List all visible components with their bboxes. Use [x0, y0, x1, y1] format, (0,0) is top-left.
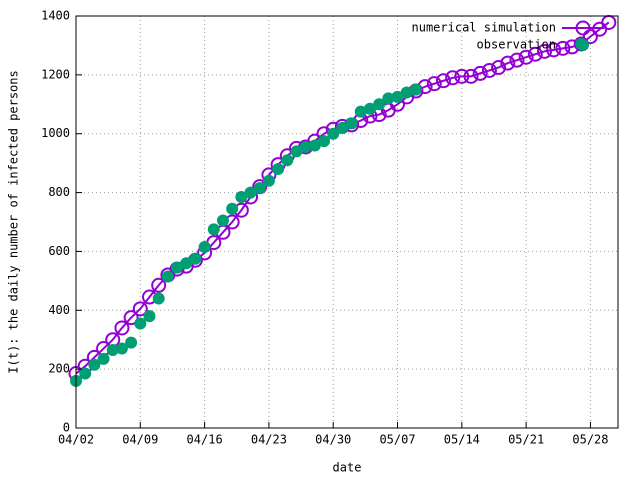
legend-marker [577, 39, 589, 51]
data-point [445, 70, 461, 86]
x-tick-label: 04/30 [315, 433, 351, 447]
data-point [106, 344, 119, 357]
data-point [125, 336, 138, 349]
x-tick-label: 05/07 [379, 433, 415, 447]
x-tick-label: 04/02 [58, 433, 94, 447]
data-point [180, 257, 193, 270]
data-point [151, 277, 167, 293]
data-point [555, 40, 571, 56]
x-tick-label: 04/09 [122, 433, 158, 447]
data-point [88, 358, 101, 371]
y-tick-label: 1000 [41, 126, 70, 140]
data-point [435, 73, 451, 89]
data-point [363, 102, 376, 115]
data-point [463, 68, 479, 84]
y-tick-label: 1200 [41, 67, 70, 81]
data-point [114, 320, 130, 336]
data-point [491, 60, 507, 75]
data-point [262, 174, 275, 187]
y-axis-label: I(t): the daily number of infected perso… [7, 70, 21, 373]
data-point [537, 43, 553, 59]
data-point [500, 55, 516, 71]
data-point [582, 29, 598, 45]
data-point [143, 310, 156, 323]
x-tick-label: 04/16 [187, 433, 223, 447]
data-point [152, 292, 165, 305]
legend-label: observation [477, 38, 556, 52]
x-tick-label: 05/14 [444, 433, 480, 447]
data-point [161, 270, 174, 283]
y-tick-label: 800 [48, 185, 70, 199]
data-point [345, 117, 358, 130]
data-point [290, 145, 303, 158]
data-point [454, 68, 470, 84]
legend-marker [575, 20, 591, 36]
legend-label: numerical simulation [412, 21, 557, 35]
data-point [336, 121, 349, 134]
data-point [509, 52, 525, 68]
data-point [115, 342, 128, 355]
data-point [327, 127, 340, 140]
y-tick-label: 0 [63, 421, 70, 435]
data-point [207, 223, 220, 236]
data-point [308, 139, 321, 152]
data-point [226, 202, 239, 215]
data-point [272, 163, 285, 176]
data-point [391, 90, 404, 103]
y-tick-label: 400 [48, 303, 70, 317]
x-axis-label: date [333, 461, 362, 475]
data-point [409, 83, 422, 96]
x-tick-label: 05/21 [508, 433, 544, 447]
x-tick-label: 05/28 [572, 433, 608, 447]
data-point [281, 154, 294, 167]
data-point [382, 92, 395, 105]
data-point [97, 352, 110, 365]
data-point [253, 182, 266, 195]
x-tick-label: 04/23 [251, 433, 287, 447]
data-point [527, 46, 543, 62]
data-point [546, 42, 562, 58]
data-point [354, 105, 367, 118]
data-point [244, 186, 257, 199]
data-point [132, 301, 148, 317]
data-point [171, 261, 184, 274]
data-point [134, 317, 147, 330]
data-point [318, 135, 331, 148]
data-point [481, 62, 497, 78]
y-tick-label: 600 [48, 244, 70, 258]
y-tick-label: 1400 [41, 9, 70, 23]
data-point [235, 190, 248, 203]
plot-frame [75, 15, 619, 429]
data-point [216, 214, 229, 227]
data-point [518, 49, 534, 65]
data-point [123, 310, 139, 326]
data-point [189, 252, 202, 265]
data-point [373, 98, 386, 111]
data-point [79, 367, 92, 380]
data-point [426, 76, 442, 92]
y-tick-label: 200 [48, 362, 70, 376]
data-point [400, 86, 413, 99]
data-point [299, 140, 312, 153]
data-point [198, 241, 211, 254]
data-point [472, 65, 488, 81]
